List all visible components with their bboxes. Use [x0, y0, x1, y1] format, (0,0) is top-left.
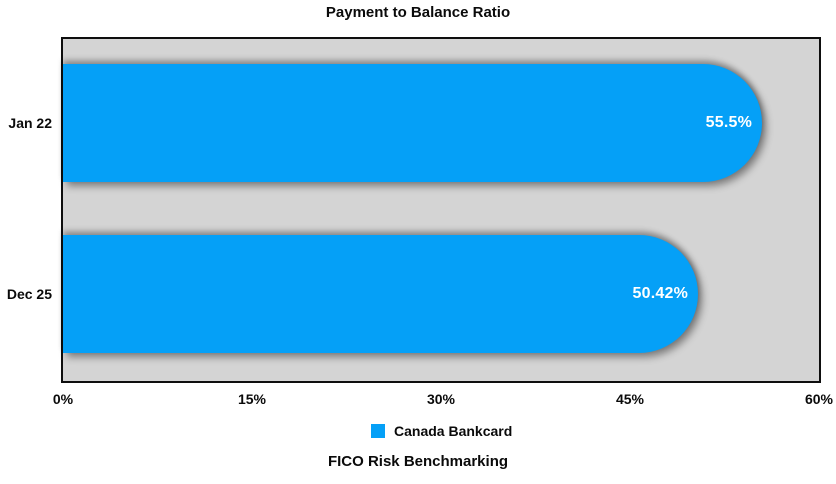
chart-title: Payment to Balance Ratio [325, 4, 511, 21]
bar-value-label-dec-25: 50.42% [632, 285, 688, 302]
bar-dec-25: 50.42% [63, 235, 698, 353]
x-axis-tick-30pct: 30% [426, 391, 456, 407]
plot-area: 55.5% 50.42% [61, 37, 821, 383]
x-axis-tick-0pct: 0% [52, 391, 74, 407]
x-axis-tick-15pct: 15% [237, 391, 267, 407]
x-axis-tick-60pct: 60% [804, 391, 834, 407]
legend-label: Canada Bankcard [394, 423, 513, 439]
chart-footer: FICO Risk Benchmarking [327, 453, 509, 470]
x-axis-tick-45pct: 45% [615, 391, 645, 407]
legend: Canada Bankcard [371, 423, 512, 439]
legend-swatch-icon [371, 424, 385, 438]
bar-jan-22: 55.5% [63, 64, 762, 182]
bar-value-label-jan-22: 55.5% [705, 114, 752, 131]
y-axis-label-dec-25: Dec 25 [6, 286, 52, 302]
y-axis-label-jan-22: Jan 22 [8, 115, 52, 131]
